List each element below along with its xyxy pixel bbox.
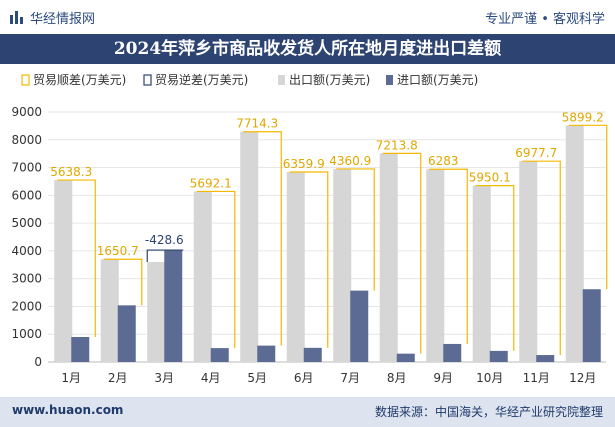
surplus-data-label: 5638.3 <box>50 165 92 179</box>
chart-title: 2024年萍乡市商品收发货人所在地月度进出口差额 <box>113 39 502 59</box>
y-tick-label: 7000 <box>11 161 42 175</box>
export-bar <box>286 172 305 362</box>
import-bar <box>396 353 415 362</box>
import-bar <box>257 345 276 362</box>
deficit-data-label: -428.6 <box>145 233 184 247</box>
surplus-data-label: 5692.1 <box>190 176 232 190</box>
x-tick-label: 9月 <box>433 371 453 385</box>
footer-bar <box>0 397 615 427</box>
data-source: 数据来源：中国海关，华经产业研究院整理 <box>374 405 603 419</box>
surplus-bracket <box>475 185 515 351</box>
y-tick-label: 6000 <box>11 188 42 202</box>
export-bar <box>565 125 584 362</box>
x-tick-label: 1月 <box>61 371 81 385</box>
import-bar <box>71 337 90 362</box>
x-tick-label: 6月 <box>294 371 314 385</box>
y-tick-label: 5000 <box>11 216 42 230</box>
legend-label: 进口额(万美元) <box>397 73 478 87</box>
chart: 0 1000 2000 3000 4000 5000 6000 7000 8000 9000 贸易顺… <box>11 72 608 385</box>
brand-name: 华经情报网 <box>30 12 96 27</box>
top-bar: 华经情报网 专业严谨 • 客观科学 <box>0 0 615 34</box>
title-bar <box>0 34 615 64</box>
legend-label: 出口额(万美元) <box>289 73 370 87</box>
surplus-bracket <box>57 179 96 337</box>
export-bar <box>54 180 73 362</box>
export-bar <box>333 168 352 362</box>
x-tick-label: 10月 <box>476 371 503 385</box>
tagline: 专业严谨 • 客观科学 <box>485 12 605 27</box>
surplus-bracket <box>196 190 236 349</box>
import-bar <box>582 289 601 362</box>
x-tick-label: 2月 <box>108 371 128 385</box>
import-bar <box>117 305 136 362</box>
x-tick-label: 3月 <box>154 371 174 385</box>
surplus-data-label: 6359.9 <box>283 157 325 171</box>
import-bar <box>164 250 183 362</box>
surplus-data-label: 7213.8 <box>376 138 418 152</box>
import-bar <box>350 290 369 362</box>
y-tick-label: 4000 <box>11 244 42 258</box>
y-tick-label: 1000 <box>11 327 42 341</box>
export-bar <box>100 259 119 362</box>
surplus-bracket <box>243 131 282 346</box>
x-tick-label: 8月 <box>387 371 407 385</box>
x-tick-label: 11月 <box>523 371 550 385</box>
x-tick-label: 7月 <box>340 371 360 385</box>
bar-chart-logo-icon <box>10 11 23 24</box>
surplus-data-label: 5950.1 <box>469 171 511 185</box>
surplus-data-label: 4360.9 <box>329 154 371 168</box>
legend-swatch <box>21 74 30 86</box>
y-tick-label: 0 <box>34 355 42 369</box>
deficit-bracket <box>146 249 184 262</box>
surplus-bracket <box>568 124 608 290</box>
surplus-bracket <box>382 152 422 354</box>
legend-label: 贸易顺差(万美元) <box>33 73 126 87</box>
import-bar <box>443 343 462 362</box>
y-tick-label: 3000 <box>11 272 42 286</box>
legend-swatch <box>386 75 393 85</box>
website-link[interactable]: www.huaon.com <box>12 403 124 417</box>
x-tick-label: 12月 <box>569 371 596 385</box>
export-bar <box>240 131 259 362</box>
surplus-data-label: 1650.7 <box>97 244 139 258</box>
surplus-bracket <box>429 168 468 344</box>
legend-swatch <box>143 74 152 86</box>
import-bar <box>489 350 508 362</box>
surplus-bracket <box>336 168 375 291</box>
export-bar <box>426 169 445 362</box>
export-bar <box>379 153 398 362</box>
x-tick-label: 5月 <box>247 371 267 385</box>
surplus-data-label: 5899.2 <box>562 110 604 124</box>
legend-swatch <box>278 75 285 85</box>
surplus-bracket <box>103 258 143 306</box>
import-bar <box>210 348 229 362</box>
export-bar <box>519 161 538 362</box>
import-bar <box>303 347 322 362</box>
surplus-data-label: 6977.7 <box>515 146 557 160</box>
export-bar <box>472 185 491 362</box>
legend-label: 贸易逆差(万美元) <box>155 72 248 87</box>
export-bar <box>147 262 166 362</box>
surplus-data-label: 7714.3 <box>236 117 278 131</box>
import-bar <box>536 355 555 362</box>
y-tick-label: 8000 <box>11 133 42 147</box>
y-tick-label: 2000 <box>11 299 42 313</box>
x-tick-label: 4月 <box>201 371 221 385</box>
surplus-bracket <box>289 171 329 348</box>
surplus-bracket <box>522 160 561 356</box>
y-tick-label: 9000 <box>11 105 42 119</box>
export-bar <box>193 191 212 362</box>
surplus-data-label: 6283 <box>428 154 459 168</box>
